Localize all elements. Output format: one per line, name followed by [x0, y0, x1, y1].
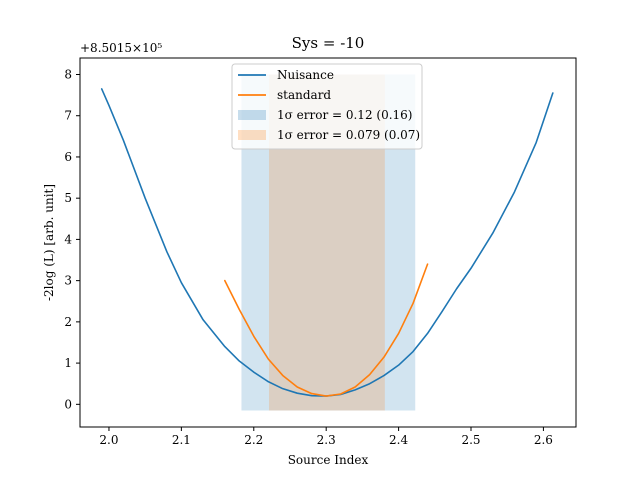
x-tick-label: 2.6 [534, 433, 553, 447]
x-axis-label: Source Index [288, 453, 369, 467]
y-axis-label: -2log (L) [arb. unit] [42, 184, 56, 301]
y-tick-label: 1 [64, 356, 72, 370]
x-tick-label: 2.5 [461, 433, 480, 447]
x-tick-label: 2.3 [317, 433, 336, 447]
chart-title: Sys = -10 [292, 34, 365, 52]
legend-label-band-2: 1σ error = 0.079 (0.07) [277, 128, 420, 142]
y-tick-label: 5 [64, 191, 72, 205]
series-line-standard [224, 263, 429, 397]
y-tick-label: 8 [64, 67, 72, 81]
y-tick-label: 7 [64, 109, 72, 123]
legend-box [231, 63, 423, 150]
x-ticks: 2.0 2.1 2.2 2.3 2.4 2.5 2.6 [99, 427, 553, 447]
y-offset-label: +8.5015×10⁵ [80, 41, 162, 55]
y-tick-label: 4 [64, 232, 72, 246]
lines-layer [100, 88, 554, 397]
x-tick-label: 2.4 [389, 433, 408, 447]
y-tick-label: 3 [64, 274, 72, 288]
y-tick-label: 2 [64, 315, 72, 329]
y-tick-label: 6 [64, 150, 72, 164]
x-tick-label: 2.1 [172, 433, 191, 447]
axes-frame [79, 57, 577, 428]
legend-label-nuisance: Nuisance [277, 68, 334, 82]
legend: Nuisance standard 1σ error = 0.12 (0.16) 1σ… [231, 63, 423, 150]
legend-label-standard: standard [277, 88, 331, 102]
x-tick-label: 2.0 [99, 433, 118, 447]
legend-label-band-1: 1σ error = 0.12 (0.16) [277, 108, 412, 122]
legend-swatch-band-2 [238, 130, 266, 140]
legend-swatch-band-1 [238, 110, 266, 120]
x-tick-label: 2.2 [244, 433, 263, 447]
y-ticks: 0 1 2 3 4 5 6 7 8 [64, 67, 80, 411]
y-tick-label: 0 [64, 397, 72, 411]
